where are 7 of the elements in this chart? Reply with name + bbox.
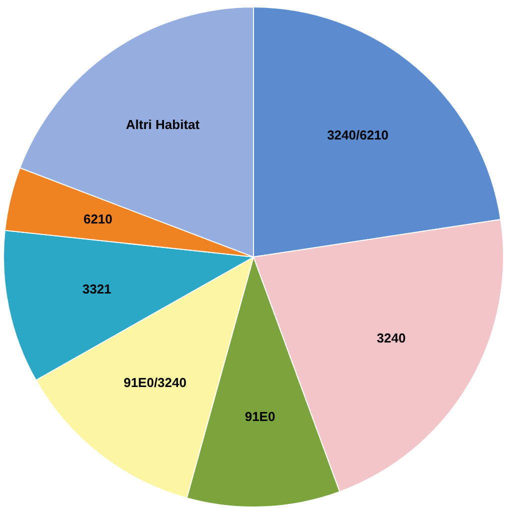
slice-label: 91E0/3240 bbox=[124, 375, 186, 390]
slice-label: Altri Habitat bbox=[126, 117, 200, 132]
slice-label: 3240 bbox=[376, 330, 406, 346]
slice-label: 3321 bbox=[82, 281, 112, 296]
slice-label: 6210 bbox=[83, 212, 112, 227]
slice-label: 91E0 bbox=[244, 408, 276, 424]
slice-label: 3240/6210 bbox=[327, 128, 389, 143]
